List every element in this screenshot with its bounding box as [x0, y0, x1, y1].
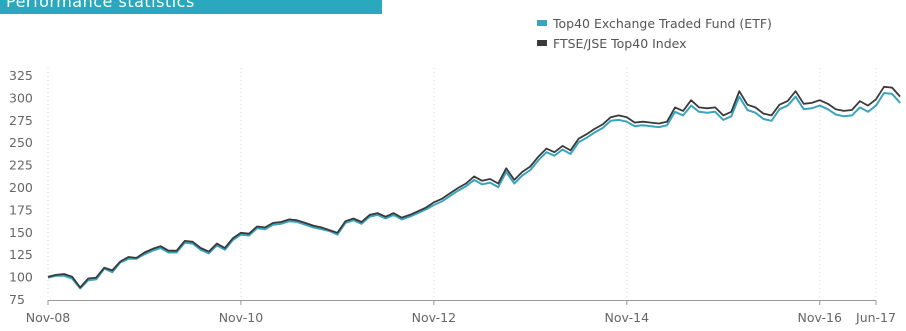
legend-swatch-etf [537, 20, 547, 26]
y-tick-label: 125 [9, 247, 33, 262]
series-line-etf [47, 92, 901, 290]
x-tick-label: Nov-08 [26, 310, 71, 325]
legend-label-etf: Top40 Exchange Traded Fund (ETF) [553, 15, 772, 31]
x-tick-label: Nov-14 [605, 310, 650, 325]
legend-label-index: FTSE/JSE Top40 Index [553, 35, 687, 51]
legend-swatch-index [537, 40, 547, 46]
chart-legend: Top40 Exchange Traded Fund (ETF) FTSE/JS… [537, 13, 772, 53]
legend-item-index: FTSE/JSE Top40 Index [537, 33, 772, 53]
y-tick-label: 150 [9, 225, 33, 240]
x-tick-label: Jun-17 [855, 310, 896, 325]
y-tick-label: 275 [9, 113, 33, 128]
y-tick-label: 75 [9, 292, 25, 307]
x-tick-label: Nov-16 [797, 310, 842, 325]
y-tick-label: 300 [9, 90, 33, 105]
y-tick-label: 250 [9, 135, 33, 150]
y-tick-label: 200 [9, 180, 33, 195]
x-tick-label: Nov-10 [219, 310, 264, 325]
section-title: Performance statistics [6, 0, 195, 11]
y-tick-label: 100 [9, 270, 33, 285]
x-tick-label: Nov-12 [412, 310, 456, 325]
y-tick-label: 325 [9, 68, 33, 83]
section-banner: Performance statistics [0, 0, 382, 14]
y-tick-label: 175 [9, 202, 33, 217]
legend-item-etf: Top40 Exchange Traded Fund (ETF) [537, 13, 772, 33]
series-line-index [47, 85, 901, 289]
y-tick-label: 225 [9, 158, 33, 173]
